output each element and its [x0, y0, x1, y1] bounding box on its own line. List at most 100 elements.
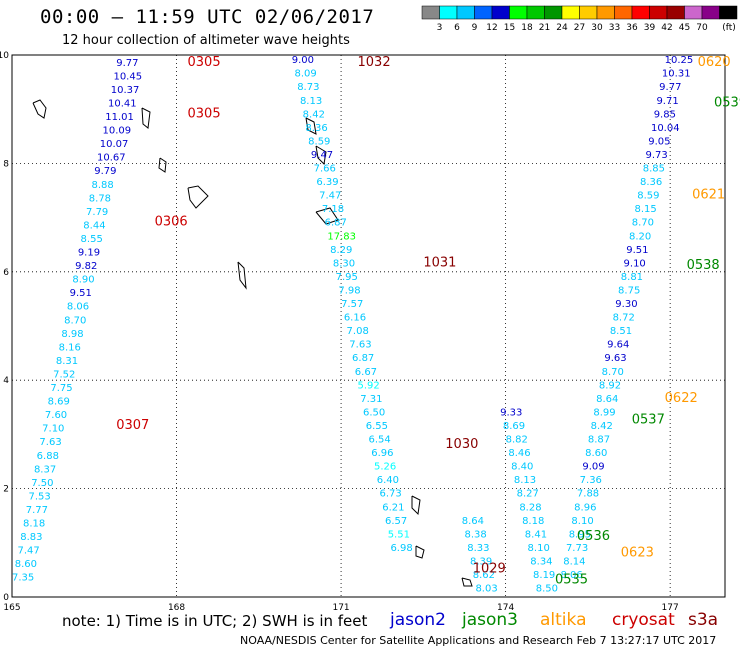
- color-swatch: [579, 5, 598, 20]
- swh-value-jason2: 7.35: [12, 573, 34, 584]
- island-outline: [158, 157, 167, 173]
- swh-value-altika: 7.88: [577, 489, 599, 500]
- color-swatch: [544, 5, 563, 20]
- swh-value-cryosat: 8.28: [519, 502, 541, 513]
- swh-value-cryosat: 8.69: [503, 421, 525, 432]
- swh-value-altika: 8.10: [571, 516, 593, 527]
- footer-note: note: 1) Time is in UTC; 2) SWH is in fe…: [62, 612, 368, 630]
- color-swatch: [491, 5, 510, 20]
- color-swatch: [701, 5, 720, 20]
- swh-value-altika: 8.85: [643, 164, 665, 175]
- swh-value-cryosat: 8.13: [514, 475, 536, 486]
- swh-value-jason2: 10.37: [111, 85, 140, 96]
- swh-value-s3a: 8.39: [470, 556, 492, 567]
- swh-value-jason3: 8.36: [305, 123, 327, 134]
- island-outline: [141, 107, 151, 129]
- swh-value-jason2: 9.77: [116, 58, 138, 69]
- color-tick-label: 42: [661, 23, 672, 33]
- swh-value-altika: 9.71: [656, 96, 678, 107]
- swh-value-jason2: 7.75: [50, 383, 72, 394]
- swh-value-altika: 10.25: [665, 55, 694, 66]
- swh-value-jason2: 8.44: [83, 220, 105, 231]
- swh-value-jason3: 6.40: [377, 475, 399, 486]
- swh-value-jason2: 7.47: [17, 546, 39, 557]
- color-tick-label: 9: [472, 23, 478, 33]
- swh-value-jason3: 7.63: [349, 340, 371, 351]
- plot-border: [11, 54, 726, 598]
- swh-value-jason3: 7.57: [341, 299, 363, 310]
- swh-value-jason2: 8.90: [72, 275, 94, 286]
- swh-value-jason2: 9.51: [70, 288, 92, 299]
- swh-value-cryosat: 8.40: [511, 462, 533, 473]
- time-label: 0539: [714, 95, 740, 110]
- swh-value-jason3: 6.39: [316, 177, 338, 188]
- swh-value-cryosat: 8.18: [522, 516, 544, 527]
- swh-value-jason3: 6.67: [355, 367, 377, 378]
- swh-value-jason2: 8.83: [20, 532, 42, 543]
- color-swatch: [649, 5, 668, 20]
- x-tick-label: 165: [3, 603, 20, 613]
- swh-value-altika: 8.96: [574, 502, 596, 513]
- satellite-legend-jason2: jason2: [390, 610, 446, 630]
- swh-value-jason2: 7.10: [42, 424, 64, 435]
- swh-value-jason3: 6.57: [385, 516, 407, 527]
- swh-value-jason2: 8.88: [92, 180, 114, 191]
- island-outline: [415, 545, 425, 559]
- y-tick-label: 10: [0, 51, 9, 61]
- color-tick-label: 24: [556, 23, 568, 33]
- swh-value-jason2: 8.98: [61, 329, 83, 340]
- swh-value-jason2: 7.53: [28, 491, 50, 502]
- swh-value-jason2: 8.69: [48, 397, 70, 408]
- swh-value-altika: 9.77: [659, 82, 681, 93]
- swh-value-altika: 8.60: [585, 448, 607, 459]
- swh-value-jason2: 8.16: [59, 342, 81, 353]
- color-tick-label: 27: [574, 23, 585, 33]
- swh-value-altika: 8.75: [618, 285, 640, 296]
- swh-value-altika: 10.31: [662, 69, 691, 80]
- time-label: 0621: [692, 188, 725, 203]
- swh-value-jason2: 10.09: [102, 126, 131, 137]
- swh-value-altika: 8.59: [637, 191, 659, 202]
- time-label: 0536: [577, 529, 610, 544]
- swh-value-jason3: 6.98: [390, 543, 412, 554]
- color-swatch: [684, 5, 703, 20]
- time-label: 0306: [155, 215, 188, 230]
- swh-value-jason3: 6.87: [352, 353, 374, 364]
- y-tick-label: 4: [3, 376, 9, 386]
- color-swatch: [439, 5, 458, 20]
- time-label: 0538: [687, 258, 720, 273]
- satellite-legend-jason3: jason3: [462, 610, 518, 630]
- swh-value-altika: 8.70: [632, 218, 654, 229]
- color-tick-label: 45: [679, 23, 690, 33]
- swh-value-jason2: 8.70: [64, 315, 86, 326]
- swh-value-altika: 9.64: [607, 340, 629, 351]
- swh-value-s3a: 8.64: [462, 516, 484, 527]
- swh-value-jason3: 8.09: [294, 69, 316, 80]
- swh-value-jason3: 7.08: [347, 326, 369, 337]
- time-label: 0623: [621, 545, 654, 560]
- swh-value-jason2: 7.50: [31, 478, 53, 489]
- color-scale-legend: 3 6 9 12 15 18 21 24 27 30 33 36 39 42 45 70 (ft): [421, 5, 738, 33]
- grid-lines: [12, 55, 725, 597]
- swh-value-altika: 9.51: [626, 245, 648, 256]
- color-swatch: [421, 5, 440, 20]
- swh-value-jason3: 6.87: [325, 218, 347, 229]
- swh-value-jason2: 8.78: [89, 193, 111, 204]
- swh-value-jason3: 9.00: [292, 55, 314, 66]
- swh-value-jason2: 8.55: [81, 234, 103, 245]
- swh-value-jason2: 10.45: [113, 71, 142, 82]
- swh-value-jason3: 8.29: [330, 245, 352, 256]
- swh-value-altika: 7.36: [580, 475, 602, 486]
- swh-value-jason3: 5.92: [358, 380, 380, 391]
- swh-value-altika: 8.15: [635, 204, 657, 215]
- swh-value-jason3: 7.95: [336, 272, 358, 283]
- color-swatch: [456, 5, 475, 20]
- swh-value-altika: 9.09: [582, 462, 604, 473]
- color-swatch: [526, 5, 545, 20]
- swh-value-altika: 8.36: [640, 177, 662, 188]
- swh-value-jason2: 9.79: [94, 166, 116, 177]
- swh-value-jason3: 8.30: [333, 258, 355, 269]
- swh-value-jason2: 10.07: [100, 139, 129, 150]
- swh-value-altika: 8.14: [563, 556, 585, 567]
